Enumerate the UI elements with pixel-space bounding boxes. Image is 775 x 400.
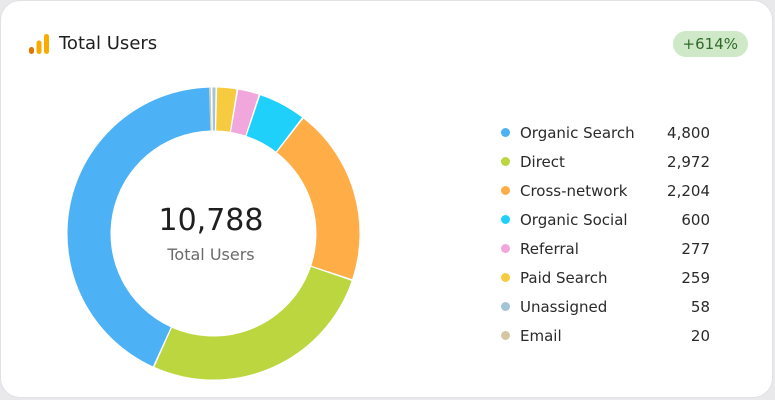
legend-label: Direct [520, 152, 565, 171]
legend-label: Paid Search [520, 268, 608, 287]
card-title: Total Users [59, 33, 158, 54]
legend-value: 4,800 [667, 123, 710, 142]
donut-center-value: 10,788 [158, 203, 264, 238]
legend-swatch [501, 157, 510, 166]
donut-slice-unassigned[interactable] [212, 87, 216, 131]
legend-label: Organic Search [520, 123, 635, 142]
donut-slice-paid-search[interactable] [216, 87, 237, 132]
legend-value: 20 [690, 326, 710, 345]
legend-label: Referral [520, 239, 579, 258]
legend-swatch [501, 186, 510, 195]
legend-item[interactable]: Organic Search 4,800 [501, 118, 716, 147]
legend-item[interactable]: Email 20 [501, 321, 716, 350]
legend-label: Email [520, 326, 562, 345]
legend-value: 2,204 [667, 181, 710, 200]
analytics-bars-icon [29, 34, 49, 54]
donut-slice-organic-search[interactable] [67, 87, 211, 367]
legend-swatch [501, 244, 510, 253]
legend-value: 259 [681, 268, 710, 287]
donut-slice-email[interactable] [209, 87, 212, 131]
legend-value: 58 [690, 297, 710, 316]
donut-slice-referral[interactable] [231, 89, 259, 136]
donut-chart [67, 87, 360, 380]
legend-label: Organic Social [520, 210, 628, 229]
legend-value: 277 [681, 239, 710, 258]
legend-label: Unassigned [520, 297, 608, 316]
legend-label: Cross-network [520, 181, 628, 200]
legend-swatch [501, 128, 510, 137]
legend-item[interactable]: Cross-network 2,204 [501, 176, 716, 205]
legend-item[interactable]: Direct 2,972 [501, 147, 716, 176]
donut-slice-direct[interactable] [154, 266, 352, 380]
legend-item[interactable]: Referral 277 [501, 234, 716, 263]
legend-item[interactable]: Paid Search 259 [501, 263, 716, 292]
legend-value: 600 [681, 210, 710, 229]
donut-slice-cross-network[interactable] [276, 118, 360, 280]
legend-swatch [501, 215, 510, 224]
legend-swatch [501, 331, 510, 340]
legend-item[interactable]: Unassigned 58 [501, 292, 716, 321]
chart-legend: Organic Search 4,800 Direct 2,972 Cross-netw… [501, 118, 716, 350]
growth-badge: +614% [672, 31, 748, 57]
legend-swatch [501, 273, 510, 282]
donut-center-label: Total Users [167, 245, 255, 264]
legend-item[interactable]: Organic Social 600 [501, 205, 716, 234]
donut-slice-organic-social[interactable] [246, 95, 303, 152]
legend-swatch [501, 302, 510, 311]
legend-value: 2,972 [667, 152, 710, 171]
